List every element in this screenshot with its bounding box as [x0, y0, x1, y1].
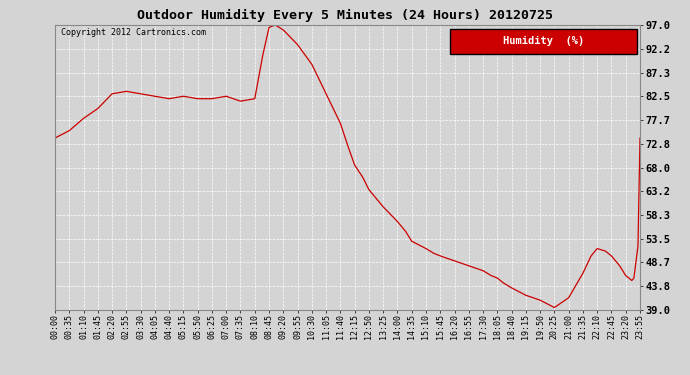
Text: Copyright 2012 Cartronics.com: Copyright 2012 Cartronics.com [61, 28, 206, 37]
Text: Outdoor Humidity Every 5 Minutes (24 Hours) 20120725: Outdoor Humidity Every 5 Minutes (24 Hou… [137, 9, 553, 22]
Text: Humidity  (%): Humidity (%) [503, 36, 584, 46]
FancyBboxPatch shape [450, 29, 637, 54]
